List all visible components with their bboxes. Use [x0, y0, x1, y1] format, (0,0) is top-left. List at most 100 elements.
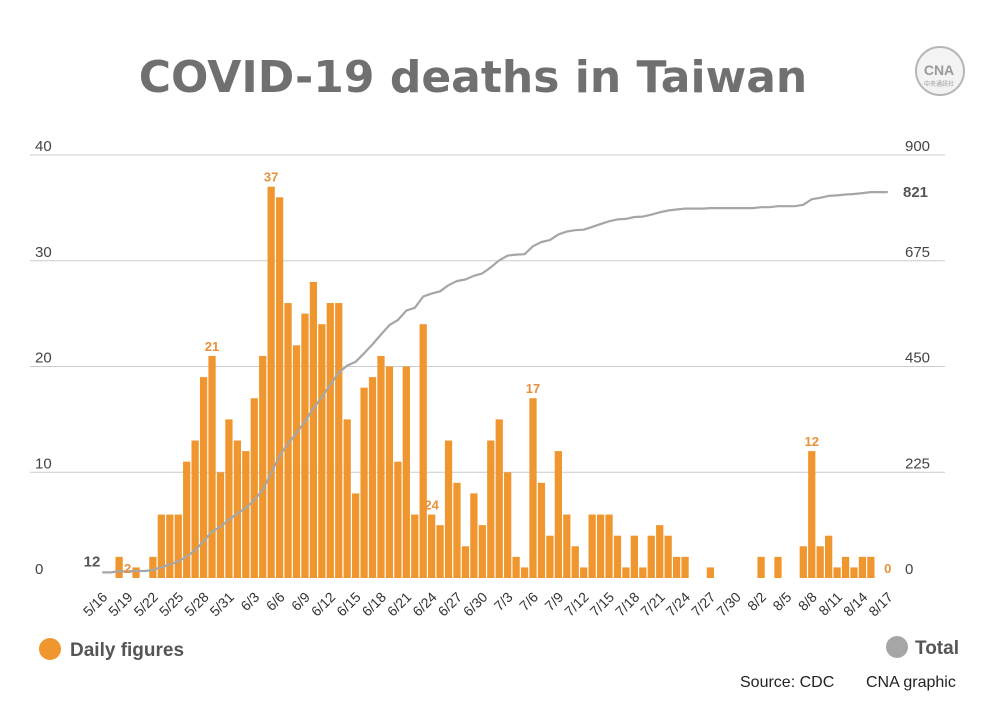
x-tick-label: 8/8 [795, 589, 820, 614]
legend-total: Total [886, 636, 959, 659]
daily-bar [199, 377, 208, 578]
daily-bar [444, 440, 453, 578]
daily-bar [504, 472, 512, 578]
daily-bar [242, 451, 250, 578]
x-tick-label: 7/30 [713, 589, 744, 620]
x-tick-label: 5/28 [181, 589, 212, 620]
daily-bar [115, 556, 123, 578]
x-tick-label: 7/24 [663, 589, 694, 620]
x-axis: 5/165/195/225/255/285/31 6/3 6/6 6/96/126/1… [80, 589, 896, 620]
daily-bar [799, 546, 807, 578]
daily-bar [580, 567, 588, 578]
x-tick-label: 6/6 [263, 589, 288, 614]
daily-bar [351, 493, 360, 578]
daily-bar [867, 556, 875, 578]
daily-bar [841, 556, 850, 578]
daily-bar [149, 556, 157, 578]
daily-value-label: 2 [124, 561, 131, 576]
daily-bar [546, 535, 554, 578]
daily-bar [478, 525, 486, 578]
daily-bar [757, 556, 765, 578]
x-tick-label: 6/18 [359, 589, 390, 620]
logo-subtext: 中央通訊社 [924, 80, 954, 88]
daily-bar [774, 556, 782, 578]
daily-bar [166, 514, 174, 578]
x-tick-label: 5/19 [105, 589, 136, 620]
cna-logo: CNA 中央通訊社 [915, 46, 965, 96]
daily-bar [664, 535, 672, 578]
x-tick-label: 7/3 [491, 589, 516, 614]
daily-bar [596, 514, 605, 578]
right-y-tick-label: 900 [905, 138, 930, 155]
daily-bar [259, 355, 267, 578]
x-tick-label: 6/3 [237, 589, 262, 614]
daily-bar [571, 546, 579, 578]
daily-bar [639, 567, 647, 578]
legend-daily-label: Daily figures [70, 640, 184, 661]
daily-value-label: 24 [424, 498, 439, 513]
daily-bar [613, 535, 622, 578]
credit-label: CNA graphic [866, 674, 956, 691]
daily-bar [656, 525, 664, 578]
daily-bar [850, 567, 858, 578]
x-tick-label: 7/18 [612, 589, 643, 620]
daily-bar [301, 313, 309, 578]
left-y-tick-label: 0 [35, 561, 43, 578]
daily-bar [309, 281, 318, 578]
annotations: 2 21 37 24 17 12 0 12 821 [84, 170, 928, 576]
daily-bar [622, 567, 630, 578]
x-tick-label: 7/21 [637, 589, 668, 620]
x-tick-label: 8/2 [744, 589, 769, 614]
daily-bar [495, 419, 503, 578]
legend-daily-marker [39, 638, 61, 660]
x-tick-label: 7/27 [688, 589, 719, 620]
daily-bar [377, 355, 385, 578]
daily-value-label: 21 [205, 339, 219, 354]
daily-bar [428, 514, 436, 578]
daily-bar [630, 535, 639, 578]
daily-bar [808, 451, 816, 578]
daily-bar [470, 493, 478, 578]
daily-bar [647, 535, 655, 578]
daily-bar [436, 525, 444, 578]
right-y-tick-label: 225 [905, 455, 930, 472]
left-y-tick-label: 40 [35, 138, 52, 155]
daily-bar [461, 546, 470, 578]
daily-bar [537, 482, 546, 578]
right-y-tick-label: 675 [905, 244, 930, 261]
x-tick-label: 8/17 [865, 589, 896, 620]
daily-bars [115, 186, 875, 579]
daily-value-label: 12 [805, 434, 819, 449]
x-tick-label: 5/31 [206, 589, 237, 620]
source-label: Source: CDC [740, 674, 834, 691]
x-tick-label: 7/15 [587, 589, 618, 620]
left-y-tick-label: 30 [35, 244, 52, 261]
daily-bar [816, 546, 824, 578]
total-start-label: 12 [84, 553, 101, 570]
x-tick-label: 7/6 [516, 589, 541, 614]
daily-bar [343, 419, 351, 578]
daily-bar [858, 556, 867, 578]
right-y-tick-label: 450 [905, 350, 930, 367]
daily-bar [453, 482, 461, 578]
daily-bar [394, 461, 402, 578]
daily-bar [588, 514, 596, 578]
daily-bar [419, 324, 427, 578]
daily-value-label: 37 [264, 170, 278, 185]
daily-bar [284, 303, 292, 578]
left-y-tick-label: 10 [35, 455, 52, 472]
daily-bar [275, 197, 284, 579]
left-y-tick-label: 20 [35, 350, 52, 367]
x-tick-label: 6/30 [460, 589, 491, 620]
x-tick-label: 8/5 [769, 589, 794, 614]
daily-bar [681, 556, 689, 578]
total-end-label: 821 [903, 184, 928, 201]
daily-bar [225, 419, 233, 578]
daily-bar [292, 345, 301, 578]
x-tick-label: 5/22 [130, 589, 161, 620]
daily-bar [183, 461, 191, 578]
x-tick-label: 5/16 [80, 589, 111, 620]
daily-bar [267, 186, 275, 578]
total-line-series [102, 191, 888, 574]
